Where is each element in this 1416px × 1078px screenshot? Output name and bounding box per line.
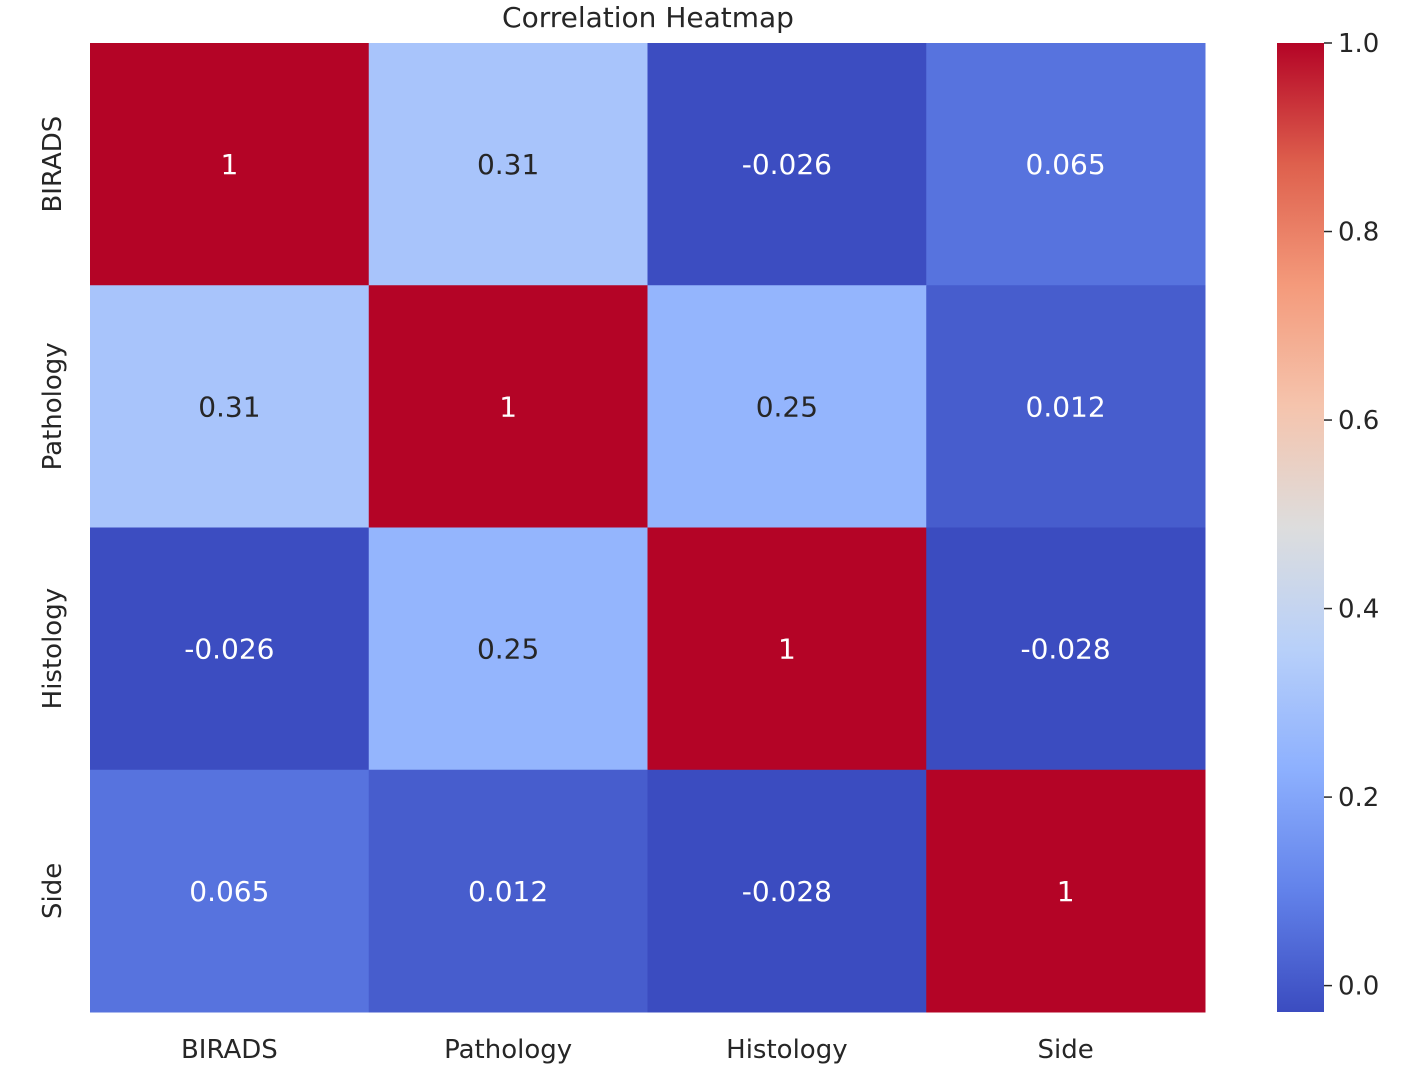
heatmap-cell xyxy=(368,43,648,286)
y-tick-label: BIRADS xyxy=(38,116,68,213)
colorbar-tick-label: 1.0 xyxy=(1338,29,1379,59)
chart-title: Correlation Heatmap xyxy=(502,1,794,34)
x-tick-label: Histology xyxy=(726,1035,847,1065)
heatmap-cell xyxy=(926,769,1206,1013)
heatmap-cell xyxy=(926,285,1206,528)
cell-value-label: 0.31 xyxy=(198,390,260,423)
heatmap-cell xyxy=(90,43,370,286)
cell-value-label: 0.25 xyxy=(477,633,539,666)
colorbar-tick-label: 0.4 xyxy=(1338,595,1379,625)
heatmap-cell xyxy=(926,43,1206,286)
x-axis-labels: BIRADS Pathology Histology Side xyxy=(181,1035,1094,1065)
cell-value-label: -0.026 xyxy=(184,633,274,666)
heatmap-cells: 1 0.31 -0.026 0.065 0.31 1 0.25 0.012 -0.026 0.25… xyxy=(90,43,1206,1013)
colorbar-tick-label: 0.2 xyxy=(1338,783,1379,813)
y-tick-label: Pathology xyxy=(38,342,68,470)
y-axis-labels: BIRADS Pathology Histology Side xyxy=(38,116,68,919)
cell-value-label: -0.028 xyxy=(1020,633,1110,666)
cell-value-label: 0.065 xyxy=(189,875,269,908)
cell-value-label: 0.012 xyxy=(468,875,548,908)
heatmap-cell xyxy=(368,285,648,528)
y-tick-label: Side xyxy=(38,863,68,919)
cell-value-label: 1 xyxy=(220,148,238,181)
cell-value-label: 1 xyxy=(778,633,796,666)
cell-value-label: -0.028 xyxy=(742,875,832,908)
heatmap-cell xyxy=(90,527,370,771)
colorbar-tick-label: 0.0 xyxy=(1338,972,1379,1002)
cell-value-label: 0.065 xyxy=(1026,148,1106,181)
colorbar xyxy=(1277,43,1324,1012)
heatmap-cell xyxy=(647,527,927,771)
heatmap-cell xyxy=(368,769,648,1013)
heatmap-cell xyxy=(647,285,927,528)
colorbar-tick-label: 0.6 xyxy=(1338,406,1379,436)
colorbar-ticks: 0.0 0.2 0.4 0.6 0.8 1.0 xyxy=(1324,29,1379,1002)
cell-value-label: 0.012 xyxy=(1026,390,1106,423)
heatmap-cell xyxy=(368,527,648,771)
x-tick-label: Side xyxy=(1038,1035,1094,1065)
x-tick-label: BIRADS xyxy=(181,1035,278,1065)
heatmap-cell xyxy=(90,769,370,1013)
heatmap-cell xyxy=(647,769,927,1013)
heatmap-cell xyxy=(926,527,1206,771)
cell-value-label: 0.31 xyxy=(477,148,539,181)
heatmap-cell xyxy=(90,285,370,528)
heatmap-cell xyxy=(647,43,927,286)
cell-value-label: 0.25 xyxy=(756,390,818,423)
cell-value-label: 1 xyxy=(499,390,517,423)
cell-value-label: 1 xyxy=(1057,875,1075,908)
x-tick-label: Pathology xyxy=(444,1035,572,1065)
y-tick-label: Histology xyxy=(38,588,68,709)
cell-value-label: -0.026 xyxy=(742,148,832,181)
colorbar-tick-label: 0.8 xyxy=(1338,218,1379,248)
